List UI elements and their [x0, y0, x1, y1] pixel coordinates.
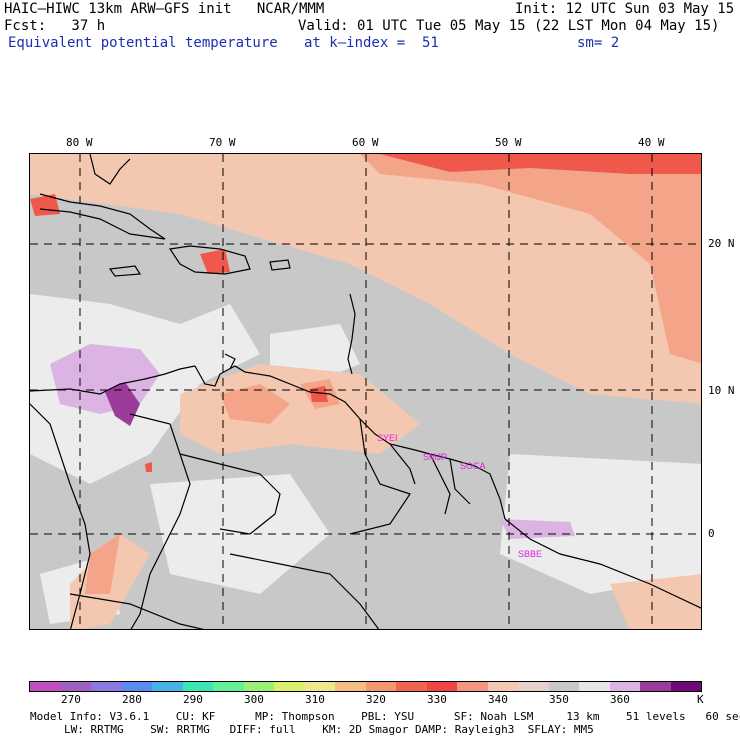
model-info-line2: LW: RRTMG SW: RRTMG DIFF: full KM: 2D Sm… — [64, 723, 594, 736]
station-sbbe: SBBE — [518, 549, 542, 559]
colorbar-swatch — [579, 682, 610, 691]
salmon-regions — [85, 154, 701, 594]
colorbar-swatch — [213, 682, 244, 691]
colorbar-label-310: 310 — [305, 693, 325, 706]
colorbar-swatch — [396, 682, 427, 691]
model-title: HAIC–HIWC 13km ARW–GFS init NCAR/MMM — [4, 1, 325, 17]
colorbar-swatch — [121, 682, 152, 691]
colorbar-swatch — [274, 682, 305, 691]
colorbar-swatch — [518, 682, 549, 691]
lat-label-10n: 10 N — [708, 384, 735, 397]
lon-label-80w: 80 W — [66, 136, 93, 149]
lon-label-40w: 40 W — [638, 136, 665, 149]
lat-label-0: 0 — [708, 527, 715, 540]
colorbar-label-320: 320 — [366, 693, 386, 706]
colorbar-label-340: 340 — [488, 693, 508, 706]
colorbar-label-330: 330 — [427, 693, 447, 706]
colorbar-swatch — [426, 682, 457, 691]
lat-label-20n: 20 N — [708, 237, 735, 250]
init-time: Init: 12 UTC Sun 03 May 15 — [515, 1, 735, 17]
theta-e-map: SYEI SMJP SOCA SBBE — [29, 153, 702, 630]
station-syei: SYEI — [377, 433, 398, 443]
peach-regions — [30, 154, 701, 629]
colorbar-swatch — [548, 682, 579, 691]
colorbar-swatch — [640, 682, 671, 691]
lon-label-70w: 70 W — [209, 136, 236, 149]
graticule — [30, 154, 701, 629]
colorbar-label-280: 280 — [122, 693, 142, 706]
colorbar-label-270: 270 — [61, 693, 81, 706]
colorbar-unit: K — [697, 693, 704, 706]
model-info-line1: Model Info: V3.6.1 CU: KF MP: Thompson P… — [30, 710, 740, 723]
colorbar-swatch — [304, 682, 335, 691]
colorbar-swatch — [152, 682, 183, 691]
station-smjp: SMJP — [423, 452, 447, 462]
colorbar-swatch — [609, 682, 640, 691]
colorbar-label-360: 360 — [610, 693, 630, 706]
colorbar-swatch — [670, 682, 701, 691]
colorbar-swatch — [335, 682, 366, 691]
colorbar-swatch — [182, 682, 213, 691]
valid-time: Valid: 01 UTC Tue 05 May 15 (22 LST Mon … — [298, 18, 720, 34]
colorbar-swatch — [487, 682, 518, 691]
forecast-hour: Fcst: 37 h — [4, 18, 106, 34]
colorbar-label-290: 290 — [183, 693, 203, 706]
lon-label-50w: 50 W — [495, 136, 522, 149]
colorbar-swatch — [365, 682, 396, 691]
field-name: Equivalent potential temperature — [8, 35, 278, 51]
coastlines — [30, 154, 701, 629]
map-canvas: SYEI SMJP SOCA SBBE — [30, 154, 701, 629]
colorbar — [29, 681, 702, 692]
lon-label-60w: 60 W — [352, 136, 379, 149]
colorbar-swatch — [457, 682, 488, 691]
smoothing-info: sm= 2 — [577, 35, 620, 51]
colorbar-label-300: 300 — [244, 693, 264, 706]
colorbar-swatch — [243, 682, 274, 691]
level-info: at k–index = 51 — [304, 35, 439, 51]
purple-core — [105, 382, 140, 426]
colorbar-swatch — [30, 682, 61, 691]
lavender-region-east — [500, 519, 575, 539]
colorbar-swatch — [60, 682, 91, 691]
colorbar-swatch — [91, 682, 122, 691]
colorbar-label-350: 350 — [549, 693, 569, 706]
station-soca: SOCA — [460, 461, 486, 471]
